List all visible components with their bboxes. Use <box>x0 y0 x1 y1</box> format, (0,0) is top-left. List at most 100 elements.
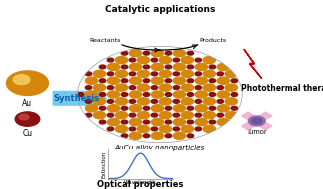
Circle shape <box>137 84 150 91</box>
Circle shape <box>217 113 224 117</box>
Circle shape <box>115 112 128 119</box>
Circle shape <box>99 93 106 96</box>
FancyArrow shape <box>53 88 107 108</box>
Circle shape <box>203 98 215 105</box>
Circle shape <box>173 72 180 76</box>
Circle shape <box>181 125 193 132</box>
Circle shape <box>15 112 40 126</box>
Circle shape <box>121 65 128 69</box>
Circle shape <box>19 114 29 120</box>
Circle shape <box>225 84 237 91</box>
Circle shape <box>107 105 120 112</box>
Circle shape <box>217 91 229 98</box>
Circle shape <box>143 79 150 83</box>
Circle shape <box>93 98 106 105</box>
Circle shape <box>217 105 229 112</box>
Circle shape <box>86 91 98 98</box>
Circle shape <box>187 120 193 124</box>
Text: Tumor: Tumor <box>246 129 267 135</box>
Circle shape <box>181 98 193 105</box>
Circle shape <box>99 120 106 124</box>
Circle shape <box>195 58 202 62</box>
Circle shape <box>173 105 185 112</box>
Circle shape <box>159 70 172 77</box>
Circle shape <box>143 51 150 55</box>
Circle shape <box>129 63 142 70</box>
Circle shape <box>107 99 114 103</box>
Circle shape <box>231 106 237 110</box>
Circle shape <box>209 79 216 83</box>
Circle shape <box>159 57 172 64</box>
Circle shape <box>93 70 106 77</box>
Circle shape <box>99 106 106 110</box>
Circle shape <box>173 58 180 62</box>
Circle shape <box>121 93 128 96</box>
Circle shape <box>195 91 207 98</box>
Circle shape <box>173 132 185 139</box>
Circle shape <box>151 72 158 76</box>
Text: Synthesis: Synthesis <box>54 94 100 103</box>
Circle shape <box>115 98 128 105</box>
Circle shape <box>217 99 224 103</box>
Text: AuCu alloy nanoparticles: AuCu alloy nanoparticles <box>115 145 205 151</box>
Circle shape <box>129 77 142 84</box>
Circle shape <box>129 127 136 131</box>
Circle shape <box>195 119 207 126</box>
Circle shape <box>115 84 128 91</box>
Circle shape <box>217 72 224 76</box>
Circle shape <box>159 125 172 132</box>
Circle shape <box>187 134 193 138</box>
Circle shape <box>143 93 150 96</box>
Circle shape <box>203 112 215 119</box>
Text: Optical properties: Optical properties <box>97 180 184 189</box>
Text: Au: Au <box>22 99 33 108</box>
Circle shape <box>85 72 92 76</box>
Circle shape <box>231 79 237 83</box>
Circle shape <box>143 65 150 69</box>
Circle shape <box>129 119 142 126</box>
Circle shape <box>173 63 185 70</box>
Circle shape <box>129 86 136 90</box>
Circle shape <box>181 57 193 64</box>
Circle shape <box>173 119 185 126</box>
Circle shape <box>217 86 224 90</box>
Circle shape <box>151 63 164 70</box>
Circle shape <box>115 57 128 64</box>
Circle shape <box>173 127 180 131</box>
Circle shape <box>13 75 30 85</box>
Circle shape <box>165 51 172 55</box>
Circle shape <box>187 65 193 69</box>
Circle shape <box>129 105 142 112</box>
Circle shape <box>115 70 128 77</box>
Circle shape <box>181 84 193 91</box>
Circle shape <box>151 127 158 131</box>
Circle shape <box>187 51 193 55</box>
Circle shape <box>195 77 207 84</box>
Circle shape <box>159 98 172 105</box>
Circle shape <box>99 79 106 83</box>
X-axis label: Wavelength: Wavelength <box>124 180 157 185</box>
Circle shape <box>121 134 128 138</box>
Circle shape <box>86 105 98 112</box>
Circle shape <box>137 125 150 132</box>
Circle shape <box>86 77 98 84</box>
Circle shape <box>151 99 158 103</box>
Circle shape <box>143 106 150 110</box>
Circle shape <box>173 99 180 103</box>
Circle shape <box>187 79 193 83</box>
Circle shape <box>107 63 120 70</box>
Circle shape <box>151 132 164 139</box>
Circle shape <box>195 63 207 70</box>
Circle shape <box>93 84 106 91</box>
Circle shape <box>225 98 237 105</box>
Circle shape <box>107 58 114 62</box>
Circle shape <box>85 86 92 90</box>
Circle shape <box>159 112 172 119</box>
Circle shape <box>195 99 202 103</box>
Circle shape <box>209 65 216 69</box>
Circle shape <box>107 72 114 76</box>
Circle shape <box>143 120 150 124</box>
Circle shape <box>217 77 229 84</box>
Circle shape <box>85 113 92 117</box>
Circle shape <box>231 93 237 96</box>
